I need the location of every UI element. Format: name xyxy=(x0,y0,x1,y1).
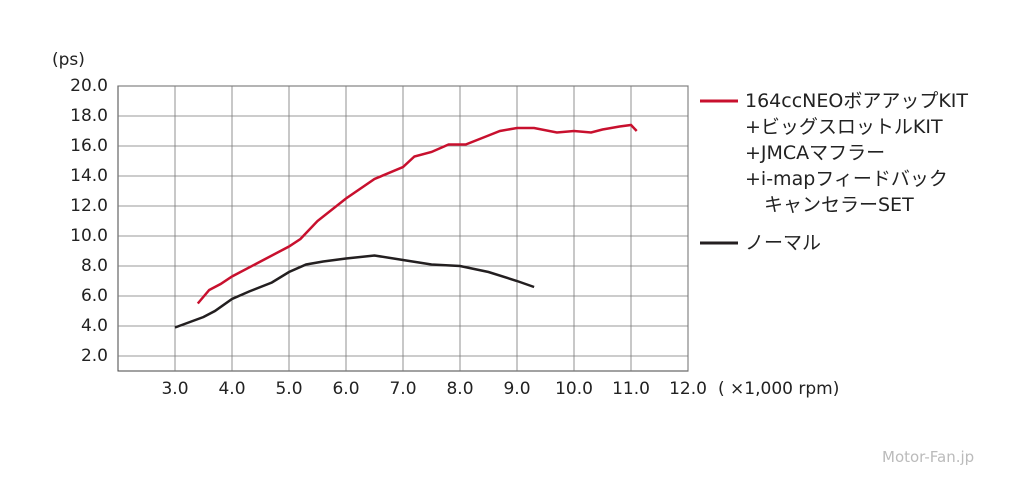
y-tick-label: 14.0 xyxy=(70,166,108,186)
legend-label: ノーマル xyxy=(745,232,822,254)
watermark: Motor-Fan.jp xyxy=(882,448,975,466)
x-tick-label: 4.0 xyxy=(218,379,245,399)
line-series xyxy=(174,254,535,329)
y-tick-label: 6.0 xyxy=(81,286,108,306)
y-tick-label: 10.0 xyxy=(70,226,108,246)
y-tick-label: 4.0 xyxy=(81,316,108,336)
y-tick-label: 8.0 xyxy=(81,256,108,276)
x-tick-label: 3.0 xyxy=(161,379,188,399)
y-tick-label: 2.0 xyxy=(81,346,108,366)
x-tick-label: 6.0 xyxy=(332,379,359,399)
x-tick-label: 11.0 xyxy=(612,379,650,399)
y-tick-label: 18.0 xyxy=(70,106,108,126)
x-tick-label: 8.0 xyxy=(446,379,473,399)
x-tick-label: 5.0 xyxy=(275,379,302,399)
x-tick-label: 10.0 xyxy=(555,379,593,399)
legend-label: 164ccNEOボアアップKIT +ビッグスロットルKIT +JMCAマフラー … xyxy=(745,90,968,216)
y-tick-label: 16.0 xyxy=(70,136,108,156)
x-tick-label: 9.0 xyxy=(503,379,530,399)
y-tick-label: 20.0 xyxy=(70,76,108,96)
x-tick-label: 7.0 xyxy=(389,379,416,399)
y-tick-label: 12.0 xyxy=(70,196,108,216)
x-tick-label: 12.0 xyxy=(669,379,707,399)
line-series xyxy=(196,123,638,305)
x-axis-label: ( ×1,000 rpm) xyxy=(718,379,839,399)
y-axis-label: (ps) xyxy=(52,50,85,70)
